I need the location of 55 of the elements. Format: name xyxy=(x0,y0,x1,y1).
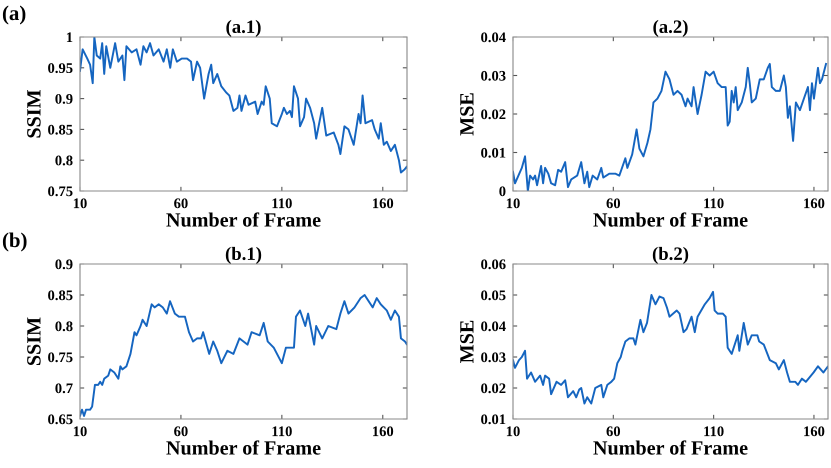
y-axis-title: MSE xyxy=(460,320,474,363)
x-tick-label: 160 xyxy=(804,198,824,208)
y-tick-label: 0.06 xyxy=(481,259,506,270)
y-tick-label: 0.9 xyxy=(55,94,73,104)
y-tick-label: 0.9 xyxy=(55,259,73,270)
y-tick-label: 0.04 xyxy=(481,321,506,332)
y-axis-title: SSIM xyxy=(27,90,41,138)
text: (a) xyxy=(2,6,26,24)
y-tick-label: 0.05 xyxy=(481,290,506,300)
y-tick-label: 0.02 xyxy=(481,383,506,394)
x-axis-title: Number of Frame xyxy=(593,212,748,227)
y-tick-label: 0.03 xyxy=(481,352,506,362)
y-tick-label: 0.75 xyxy=(48,186,73,196)
x-tick-label: 10 xyxy=(74,426,87,436)
y-axis-title: SSIM xyxy=(27,317,41,366)
x-tick-label: 110 xyxy=(704,426,724,436)
y-tick-label: 0.95 xyxy=(48,63,73,74)
x-tick-label: 110 xyxy=(272,426,292,436)
y-tick-label: 0 xyxy=(499,186,506,196)
y-tick-label: 0.85 xyxy=(48,290,73,300)
x-tick-label: 60 xyxy=(174,198,188,208)
y-tick-label: 1 xyxy=(66,32,72,42)
x-tick-label: 10 xyxy=(74,198,87,208)
x-tick-label: 110 xyxy=(272,198,292,208)
y-tick-label: 0.03 xyxy=(481,70,506,81)
x-axis-title: Number of Frame xyxy=(166,440,321,455)
y-tick-label: 0.01 xyxy=(481,414,506,424)
y-tick-label: 0.85 xyxy=(48,124,73,135)
x-tick-label: 10 xyxy=(506,198,520,208)
y-tick-label: 0.04 xyxy=(481,32,506,42)
line-series xyxy=(80,294,407,417)
x-tick-label: 60 xyxy=(606,426,620,436)
text: (b) xyxy=(2,232,27,252)
x-tick-label: 160 xyxy=(373,426,394,436)
x-tick-label: 110 xyxy=(704,198,724,208)
line-series xyxy=(513,290,828,404)
y-tick-label: 0.02 xyxy=(481,109,506,120)
y-tick-label: 0.65 xyxy=(48,414,73,424)
x-tick-label: 10 xyxy=(506,426,520,436)
chart-title: (b.1) xyxy=(226,246,262,264)
x-axis-title: Number of Frame xyxy=(593,440,748,455)
chart-title: (a.1) xyxy=(226,20,261,37)
x-tick-label: 160 xyxy=(804,426,824,436)
x-axis-title: Number of Frame xyxy=(166,212,321,227)
y-tick-label: 0.8 xyxy=(55,156,73,166)
x-tick-label: 60 xyxy=(606,198,620,208)
x-tick-label: 60 xyxy=(174,426,188,436)
y-tick-label: 0.01 xyxy=(481,148,506,158)
y-tick-label: 0.8 xyxy=(55,321,73,332)
chart-title: (b.2) xyxy=(652,246,688,264)
y-axis-title: MSE xyxy=(460,93,474,136)
chart-title: (a.2) xyxy=(653,20,688,37)
x-tick-label: 160 xyxy=(373,198,394,208)
y-tick-label: 0.75 xyxy=(48,352,73,362)
y-tick-label: 0.7 xyxy=(55,383,73,394)
